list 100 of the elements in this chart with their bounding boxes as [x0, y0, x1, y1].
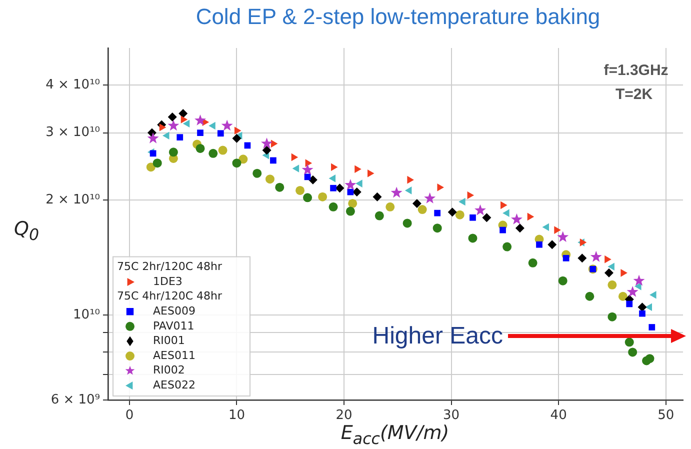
point	[620, 269, 628, 277]
point	[208, 122, 216, 130]
point	[515, 224, 524, 233]
point	[585, 292, 594, 301]
point	[275, 182, 284, 192]
point	[344, 179, 356, 190]
point	[455, 210, 464, 220]
point	[232, 158, 242, 168]
point	[218, 146, 228, 155]
point	[197, 130, 204, 136]
point	[159, 123, 166, 132]
point	[328, 202, 338, 212]
point	[234, 126, 242, 135]
point	[500, 226, 506, 234]
point	[562, 254, 570, 262]
point	[178, 109, 188, 118]
point	[604, 268, 614, 278]
legend-label: PAV011	[153, 319, 194, 332]
point	[194, 114, 206, 126]
point	[474, 204, 486, 216]
point	[147, 132, 159, 144]
point	[182, 120, 190, 128]
point	[304, 174, 311, 180]
point	[557, 231, 569, 242]
point	[335, 184, 344, 193]
y-tick-label: 2 × 10¹⁰	[46, 192, 100, 208]
point	[180, 116, 188, 124]
legend-label: RI002	[153, 364, 185, 377]
point	[296, 186, 305, 195]
point	[645, 354, 654, 364]
point	[548, 240, 557, 250]
point	[302, 164, 314, 175]
point	[238, 154, 248, 164]
point	[368, 169, 374, 178]
point	[252, 168, 262, 178]
point	[639, 310, 646, 317]
point	[270, 157, 276, 164]
y-tick-label: 10¹⁰	[73, 308, 100, 323]
point	[527, 212, 534, 221]
point	[265, 174, 274, 184]
annotation: 75C 4hr/120C 48hr	[117, 290, 223, 303]
point	[412, 198, 422, 208]
legend-label: RI001	[153, 334, 185, 348]
point	[270, 140, 278, 148]
point	[604, 255, 612, 264]
point	[328, 174, 336, 182]
point	[331, 163, 338, 172]
point	[580, 238, 587, 246]
point	[626, 300, 633, 308]
x-tick-label: 40	[550, 408, 567, 424]
point	[502, 209, 510, 217]
point	[292, 164, 300, 172]
point	[348, 198, 358, 208]
y-tick-label: 4 × 10¹⁰	[46, 77, 100, 92]
point	[291, 153, 298, 162]
point	[536, 241, 542, 248]
point	[424, 192, 436, 204]
point	[346, 206, 355, 216]
point	[510, 213, 522, 224]
x-tick-label: 30	[443, 408, 460, 424]
point	[221, 120, 233, 131]
point	[261, 138, 273, 149]
y-tick-label: 3 × 10¹⁰	[46, 125, 100, 140]
legend-label: 1DE3	[153, 274, 182, 288]
legend-label: AES022	[153, 378, 196, 392]
point	[356, 180, 362, 188]
x-tick-label: 50	[658, 408, 674, 424]
x-tick-label: 10	[228, 408, 246, 424]
point	[390, 186, 402, 198]
point	[303, 193, 312, 202]
point	[217, 130, 224, 137]
point	[354, 165, 362, 174]
point	[608, 262, 614, 271]
point	[502, 242, 512, 252]
point	[648, 324, 656, 330]
point	[650, 291, 656, 299]
point	[152, 158, 162, 168]
point	[404, 186, 412, 194]
point	[432, 224, 442, 233]
point	[467, 191, 474, 200]
point	[528, 258, 538, 268]
point	[374, 211, 384, 220]
point	[262, 146, 272, 155]
point	[482, 213, 492, 222]
point	[624, 338, 634, 347]
point	[418, 205, 427, 214]
point	[470, 214, 476, 221]
annotation: f=1.3GHz	[604, 62, 668, 80]
point	[402, 218, 412, 228]
x-axis-title: E$_{acc}$(MV/m)	[340, 422, 450, 448]
point	[458, 198, 466, 206]
point	[618, 292, 628, 301]
annotation: T=2K	[615, 86, 653, 104]
x-tick-label: 20	[336, 408, 352, 424]
y-tick-label: 6 × 10⁹	[50, 392, 100, 408]
point	[645, 303, 652, 311]
point	[208, 148, 218, 158]
point	[318, 192, 328, 202]
point	[608, 312, 617, 322]
legend-label: AES009	[153, 304, 196, 318]
